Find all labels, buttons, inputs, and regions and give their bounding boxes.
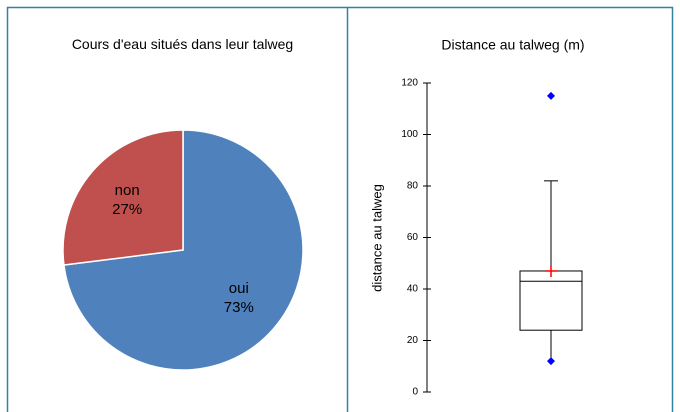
box [519, 270, 583, 331]
y-tick-label: 60 [407, 232, 419, 243]
mean-marker [545, 264, 557, 277]
slice-value-label: 73% [224, 299, 254, 316]
y-tick-label: 120 [401, 78, 418, 89]
y-tick-label: 40 [407, 284, 419, 295]
y-tick-label: 80 [407, 181, 419, 192]
y-axis-label: distance au talweg [369, 184, 384, 292]
y-tick-label: 20 [407, 335, 419, 346]
slice-label: oui [229, 280, 249, 297]
slice-label: non [115, 182, 140, 199]
pie-title-box: Cours d'eau situés dans leur talweg [71, 36, 294, 52]
extreme-point [547, 357, 555, 366]
box-title: Distance au talweg (m) [441, 37, 584, 53]
y-tick-label: 0 [412, 387, 418, 398]
pie-title: Cours d'eau situés dans leur talweg [71, 36, 294, 52]
extreme-point [547, 91, 555, 100]
slice-value-label: 27% [112, 201, 142, 218]
pie-slice [62, 129, 184, 266]
y-tick-label: 100 [401, 129, 418, 140]
